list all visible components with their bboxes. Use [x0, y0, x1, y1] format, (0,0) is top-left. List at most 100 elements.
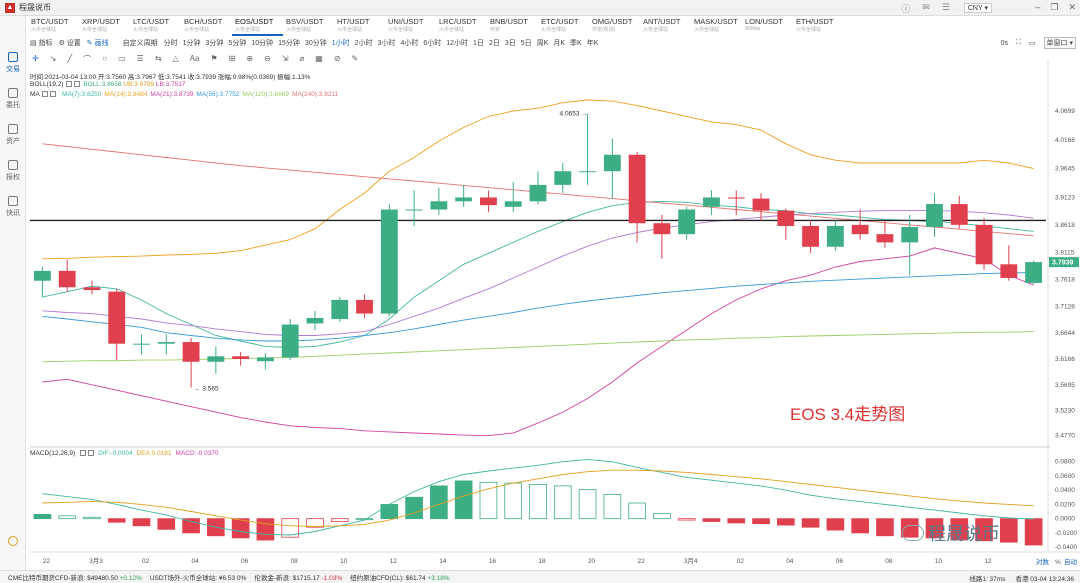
candle-body [306, 317, 324, 324]
ma-visibility-toggle[interactable] [42, 91, 49, 97]
ticker-item[interactable]: 纽约原油CFD(CL): $61.74 +3.18% [350, 572, 450, 582]
draw-tool-10-icon[interactable]: ⚑ [210, 54, 218, 63]
tab-exchange: 火币全球站 [235, 27, 261, 33]
interval-8[interactable]: 2小时 [354, 40, 373, 47]
menu-icon[interactable]: ☰ [941, 2, 950, 12]
tab-bsv-usdt[interactable]: BSV/USDT 火币全球站 [283, 16, 334, 36]
draw-tool-1-icon[interactable]: ↘ [49, 54, 57, 63]
series-line-ma56 [42, 272, 1034, 342]
sidebar-item-vip[interactable] [0, 536, 26, 548]
tab-lrc-usdt[interactable]: LRC/USDT 火币全球站 [436, 16, 487, 36]
tab-uni-usdt[interactable]: UNI/USDT 火币全球站 [385, 16, 436, 36]
interval-4[interactable]: 10分钟 [251, 40, 274, 47]
minimize-button[interactable]: – [1035, 2, 1041, 12]
draw-tool-5-icon[interactable]: ▭ [118, 54, 126, 63]
time-tick-label: 06 [836, 558, 844, 565]
draw-tool-18-icon[interactable]: ✎ [351, 54, 359, 63]
draw-tool-7-icon[interactable]: ⇆ [154, 54, 162, 63]
sidebar-item-alerts[interactable]: 报权 [0, 160, 26, 182]
ticker-item[interactable]: 伦敦金-新浪: $1715.17 -1.03% [254, 572, 342, 582]
tab-omg-usdt[interactable]: OMG/USDT 币安(现货) [589, 16, 640, 36]
boll-close-icon[interactable] [74, 81, 81, 87]
interval-10[interactable]: 4小时 [400, 40, 419, 47]
macd-close-icon[interactable] [88, 450, 95, 456]
draw-tool-12-icon[interactable]: ⊕ [246, 54, 254, 63]
currency-select[interactable]: CNY ▾ [963, 3, 992, 13]
candle-body [628, 154, 646, 224]
draw-tool-9-icon[interactable]: Aa [189, 54, 200, 63]
last-price-text: 3.7939 [1052, 260, 1074, 267]
interval-1[interactable]: 1分钟 [182, 40, 201, 47]
draw-button[interactable]: ✎ 画线 [86, 40, 109, 47]
draw-tool-15-icon[interactable]: ⌀ [299, 54, 305, 63]
interval-14[interactable]: 2日 [488, 40, 500, 47]
tab-xrp-usdt[interactable]: XRP/USDT 火币全球站 [79, 16, 130, 36]
sidebar-item-news[interactable]: 快讯 [0, 196, 26, 218]
draw-tool-4-icon[interactable]: ○ [102, 54, 108, 63]
tab-eth-usdt[interactable]: ETH/USDT 火币全球站 [793, 16, 844, 36]
interval-13[interactable]: 1日 [473, 40, 484, 47]
chart-annotation: EOS 3.4走势图 [790, 405, 905, 424]
draw-tool-16-icon[interactable]: ▦ [315, 54, 323, 63]
interval-0[interactable]: 分时 [163, 40, 178, 47]
tab-ht-usdt[interactable]: HT/USDT 火币全球站 [334, 16, 385, 36]
tab-bnb-usdt[interactable]: BNB/USDT 币安 [487, 16, 538, 36]
tab-lon-usdt[interactable]: LON/USDT BitMax [742, 16, 793, 36]
interval-15[interactable]: 3日 [504, 40, 516, 47]
draw-tool-6-icon[interactable]: ☰ [136, 54, 144, 63]
settings-button[interactable]: ⚙ 设置 [58, 40, 81, 47]
ticker-item[interactable]: CME比特币期货CFD-新浪: $49480.50 +0.12% [8, 572, 142, 582]
price-tick-label: 4.0168 [1055, 137, 1075, 144]
indicator-button[interactable]: ▤ 指标 [30, 40, 53, 47]
macd-legend: MACD(12,26,9) DIF:-0.0004 DEA:0.0181 MACD:-… [30, 450, 223, 457]
tab-bch-usdt[interactable]: BCH/USDT 火币全球站 [181, 16, 232, 36]
interval-19[interactable]: 季K [570, 40, 582, 47]
draw-tool-14-icon[interactable]: ⇲ [281, 54, 289, 63]
ma-legend-item: MA(14):3.8484 [104, 91, 148, 98]
time-tick-label: 12 [390, 558, 398, 565]
tab-etc-usdt[interactable]: ETC/USDT 火币全球站 [538, 16, 589, 36]
close-button[interactable]: ✕ [1068, 2, 1076, 12]
candle-body [876, 234, 894, 243]
interval-7[interactable]: 1小时 [331, 40, 350, 47]
tab-btc-usdt[interactable]: BTC/USDT 火币全球站 [28, 16, 79, 36]
tab-mask-usdt[interactable]: MASK/USDT 火币全球站 [691, 16, 742, 36]
ticker-item[interactable]: USDT场外-火币全球站: ¥6.53 0% [150, 572, 246, 582]
tab-ltc-usdt[interactable]: LTC/USDT 火币全球站 [130, 16, 181, 36]
interval-18[interactable]: 月K [553, 40, 566, 47]
draw-tool-0-icon[interactable]: ✛ [32, 54, 39, 63]
boll-visibility-toggle[interactable] [66, 81, 73, 87]
interval-17[interactable]: 周K [536, 40, 549, 47]
tab-eos-usdt[interactable]: EOS/USDT 火币全球站 [232, 16, 283, 36]
draw-tool-13-icon[interactable]: ⊖ [264, 54, 271, 63]
fullscreen-icon[interactable]: ⛶ [1016, 39, 1021, 46]
draw-tool-2-icon[interactable]: ╱ [67, 54, 73, 63]
interval-5[interactable]: 15分钟 [278, 40, 300, 47]
interval-2[interactable]: 3分钟 [205, 40, 224, 47]
interval-11[interactable]: 6小时 [423, 40, 442, 47]
sidebar-item-trade[interactable]: 交易 [0, 52, 26, 74]
interval-9[interactable]: 3小时 [377, 40, 396, 47]
ma-close-icon[interactable] [50, 91, 57, 97]
chart-layout-select[interactable]: 单窗口 ▾ [1043, 37, 1076, 49]
interval-6[interactable]: 30分钟 [304, 40, 327, 47]
interval-20[interactable]: 年K [586, 40, 599, 47]
custom-period-button[interactable]: 自定义周期 [122, 40, 158, 47]
macd-visibility-toggle[interactable] [80, 450, 87, 456]
interval-12[interactable]: 12小时 [446, 40, 469, 47]
interval-3[interactable]: 5分钟 [228, 40, 247, 47]
draw-tool-3-icon[interactable]: ⌒ [83, 55, 92, 64]
restore-button[interactable]: ❐ [1050, 2, 1059, 12]
info-icon[interactable]: ⓘ [901, 4, 911, 14]
tab-ant-usdt[interactable]: ANT/USDT 火币全球站 [640, 16, 691, 36]
interval-16[interactable]: 5日 [520, 40, 532, 47]
status-bar: 线路1: 37ms 香港 03-04 13:24:36 CME比特币期货CFD-… [0, 570, 1080, 583]
sidebar-item-orders[interactable]: 委托 [0, 88, 26, 110]
mail-icon[interactable]: ✉ [922, 2, 930, 12]
macd-tick-label: -0.0400 [1055, 544, 1077, 551]
split-icon[interactable]: ▭ [1028, 40, 1036, 47]
sidebar-item-assets[interactable]: 资产 [0, 124, 26, 146]
draw-tool-17-icon[interactable]: ⊘ [333, 54, 341, 63]
draw-tool-8-icon[interactable]: △ [172, 54, 179, 63]
draw-tool-11-icon[interactable]: ⊞ [228, 54, 236, 63]
